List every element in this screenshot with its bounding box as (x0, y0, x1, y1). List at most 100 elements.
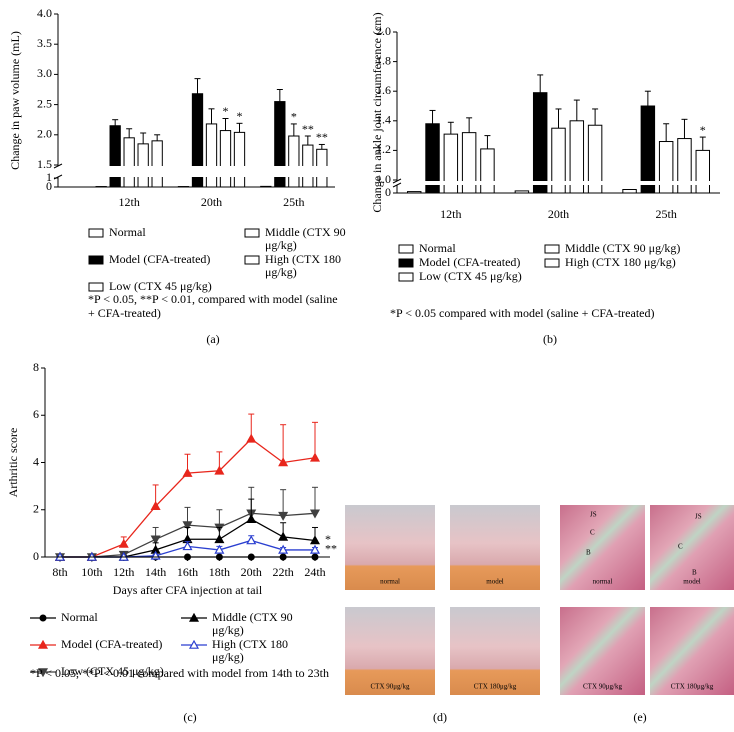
y-tick-label: 1.5 (37, 157, 52, 171)
panel-label: (b) (543, 332, 557, 346)
x-tick-label: 22th (272, 565, 293, 579)
marker (309, 535, 321, 545)
legend: Normal Model (CFA-treated) Low (CTX 45 μg/… (88, 226, 356, 293)
legend-swatch (398, 244, 414, 254)
x-axis-label: Days after CFA injection at tail (113, 583, 263, 597)
bar (695, 149, 711, 194)
photo (450, 505, 540, 590)
photo-caption: CTX 180μg/kg (671, 683, 714, 691)
photo (345, 505, 435, 590)
legend-swatch (30, 668, 56, 677)
histology-label: C (590, 529, 595, 537)
photo-caption: normal (593, 578, 613, 586)
legend: Normal Model (CFA-treated) Low (CTX 45 μg/… (30, 611, 316, 678)
legend-item: Normal (88, 226, 238, 252)
y-axis-label: Change in ankle joint circumference (cm) (370, 12, 384, 212)
y-tick-label: 2.0 (37, 127, 52, 141)
y-tick-label: 1 (46, 170, 52, 184)
x-tick-label: 12th (440, 207, 461, 221)
bar (480, 148, 495, 194)
marker (37, 640, 49, 649)
y-tick-label: 2 (33, 502, 39, 516)
y-tick-label: 0 (46, 179, 52, 193)
y-tick-label: 0 (33, 549, 39, 563)
bar (219, 130, 232, 188)
marker (278, 531, 289, 541)
panel-label: (d) (433, 710, 447, 724)
y-tick-label: 1.6 (376, 83, 391, 97)
marker (182, 541, 193, 551)
legend-swatch (88, 255, 104, 265)
legend-label: Low (CTX 45 μg/kg) (109, 279, 212, 293)
y-tick-label: 4.0 (37, 6, 52, 20)
y-tick-label: 2.0 (376, 24, 391, 38)
legend-item: Normal (398, 242, 538, 255)
footnote: *P < 0.05, **P < 0.01 compared with mode… (30, 666, 329, 680)
photo-caption: model (486, 578, 504, 586)
marker (309, 509, 321, 519)
x-tick-label: 16th (177, 565, 198, 579)
y-tick-label: 1.8 (376, 53, 391, 67)
x-tick-label: 24th (304, 565, 325, 579)
legend-label: Model (CFA-treated) (61, 637, 163, 651)
legend-item: Middle (CTX 90 μg/kg) (181, 611, 316, 637)
x-tick-label: 12th (118, 195, 139, 209)
legend-swatch (544, 244, 560, 254)
histology-label: JS (695, 513, 702, 521)
significance: * (700, 123, 706, 137)
legend-swatch (544, 258, 560, 268)
x-tick-label: 18th (209, 565, 230, 579)
x-tick-label: 10th (81, 565, 102, 579)
axis-break-mark (53, 174, 63, 180)
bar (640, 105, 656, 194)
y-tick-label: 8 (33, 360, 39, 374)
legend-swatch (181, 640, 207, 649)
legend-item: Model (CFA-treated) (30, 638, 175, 664)
legend-swatch (181, 613, 207, 622)
axis-break-gap (391, 181, 720, 185)
axis-break-mark (392, 182, 402, 188)
y-axis-label: Change in paw volume (mL) (8, 31, 22, 170)
panel-label: (c) (183, 710, 196, 724)
bar (658, 141, 674, 194)
legend-swatch (398, 272, 414, 282)
x-tick-label: 25th (283, 195, 304, 209)
legend-label: Normal (419, 241, 456, 255)
marker (246, 433, 257, 443)
legend-swatch (544, 258, 560, 268)
legend-label: Low (CTX 45 μg/kg) (61, 664, 164, 678)
legend-label: Middle (CTX 90 μg/kg) (565, 241, 681, 255)
significance: ** (325, 542, 337, 556)
legend-label: High (CTX 180 μg/kg) (265, 252, 341, 279)
legend-label: High (CTX 180 μg/kg) (565, 255, 676, 269)
marker (278, 457, 289, 467)
legend-item: Model (CFA-treated) (88, 253, 238, 279)
axis-break-mark (53, 163, 63, 169)
y-tick-label: 6 (33, 407, 39, 421)
marker (118, 538, 129, 548)
legend-label: Normal (61, 610, 98, 624)
marker (214, 465, 225, 475)
bar (532, 92, 548, 194)
legend-swatch (244, 255, 260, 265)
photo (650, 505, 734, 590)
axis-break-mark (392, 178, 402, 184)
x-tick-label: 8th (52, 565, 67, 579)
x-tick-label: 14th (145, 565, 166, 579)
legend-swatch (30, 614, 56, 622)
marker (214, 534, 225, 544)
panel-label: (e) (633, 710, 646, 724)
marker (150, 500, 161, 511)
footnote: *P < 0.05 compared with model (saline + … (390, 306, 655, 320)
legend-item: Low (CTX 45 μg/kg) (88, 280, 238, 293)
x-tick-label: 25th (655, 207, 676, 221)
marker (246, 513, 257, 524)
photo (560, 505, 645, 590)
legend-swatch (244, 228, 260, 238)
legend-item: Middle (CTX 90 μg/kg) (244, 226, 356, 252)
photo (450, 607, 540, 695)
y-tick-label: 1.0 (376, 172, 391, 186)
photo-caption: normal (380, 578, 400, 586)
legend-swatch (398, 272, 414, 282)
